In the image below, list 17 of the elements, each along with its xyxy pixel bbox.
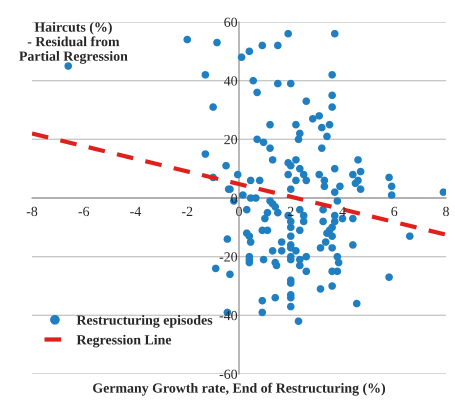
y-tick-label: 60 bbox=[224, 18, 238, 27]
x-tick-label: -4 bbox=[130, 206, 142, 216]
y-axis-title: Haircuts (%) - Residual from Partial Regression bbox=[19, 22, 128, 64]
y-tick-label: -40 bbox=[220, 310, 238, 320]
x-tick-label: 8 bbox=[443, 206, 449, 216]
legend-label: Restructuring episodes bbox=[76, 314, 212, 328]
x-tick-label: -6 bbox=[78, 206, 90, 216]
x-tick-label: -2 bbox=[182, 206, 192, 216]
y-tick-label: 20 bbox=[224, 134, 238, 144]
x-tick-label: 6 bbox=[391, 206, 398, 216]
y-tick-label: -20 bbox=[220, 252, 238, 262]
x-tick-label: -8 bbox=[26, 206, 38, 216]
x-tick-label: 4 bbox=[339, 206, 346, 216]
x-axis-title: Germany Growth rate, End of Restructuring (%) bbox=[93, 382, 386, 396]
legend-label: Regression Line bbox=[76, 334, 172, 348]
y-tick-label: -60 bbox=[220, 370, 238, 379]
y-tick-label: 40 bbox=[224, 76, 238, 86]
